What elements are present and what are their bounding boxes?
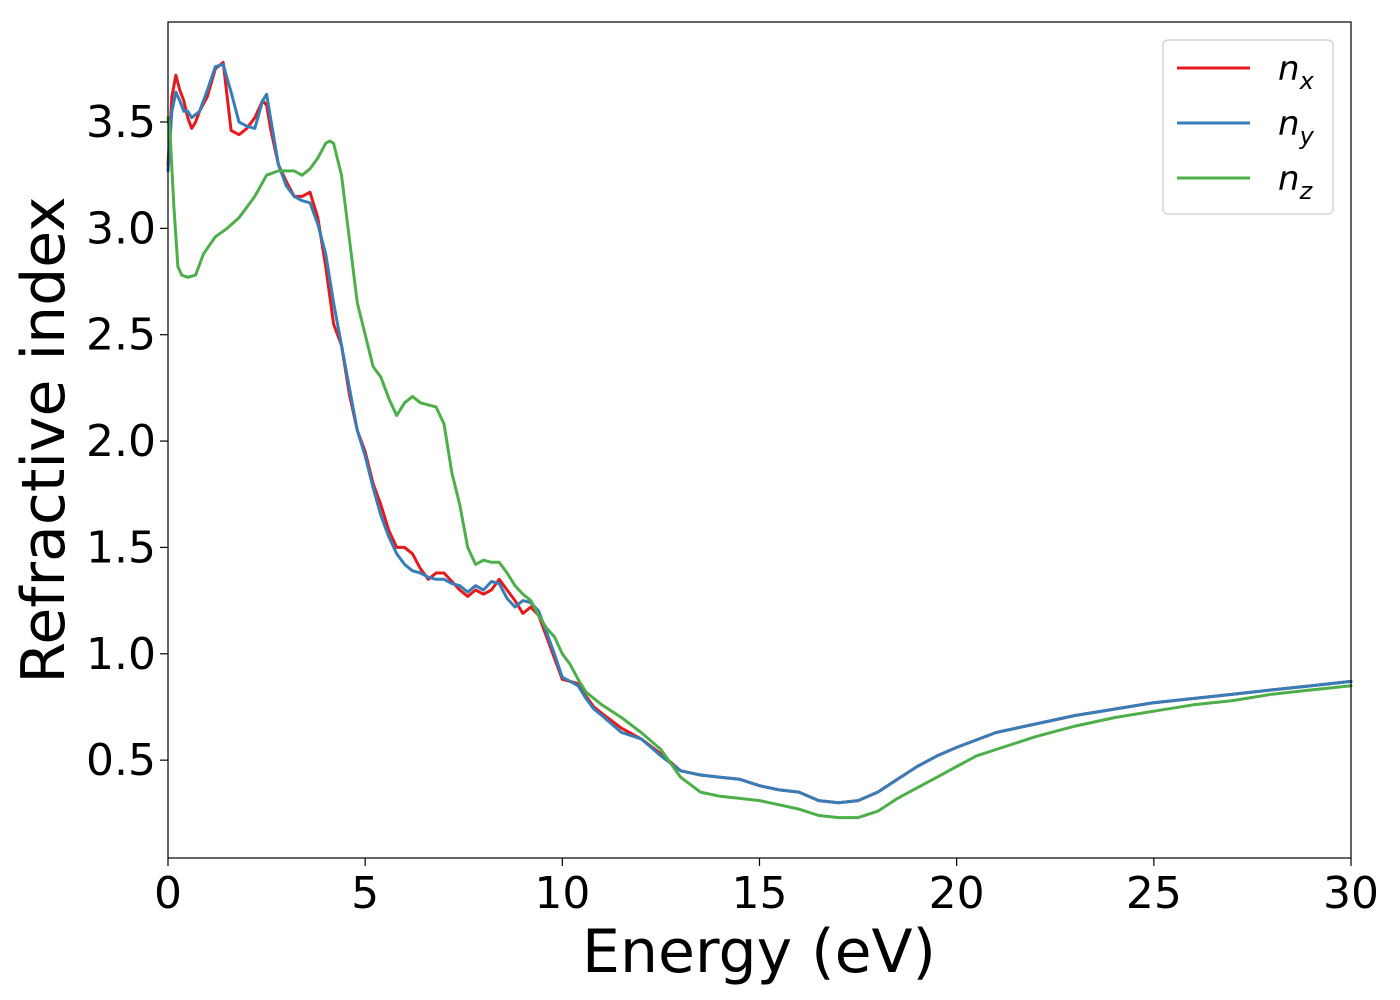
x-tick-label: 5 [351, 868, 379, 919]
legend-label-ny: ny [1278, 104, 1315, 150]
y-tick-label: 0.5 [86, 735, 156, 786]
y-axis-title: Refractive index [9, 196, 79, 683]
y-tick-label: 3.5 [86, 97, 156, 148]
series-line-ny [166, 63, 1353, 805]
x-tick-label: 20 [929, 868, 985, 919]
legend-label-nx: nx [1278, 49, 1315, 95]
x-tick-label: 10 [534, 868, 590, 919]
y-tick-label: 3.0 [86, 203, 156, 254]
legend: nx ny nz [1162, 39, 1334, 215]
y-tick-label: 1.5 [86, 522, 156, 573]
legend-label-nz: nz [1278, 159, 1314, 205]
x-axis-ticks: 0 5 10 15 20 25 30 [154, 858, 1379, 919]
x-tick-label: 30 [1323, 868, 1379, 919]
y-tick-label: 2.0 [86, 416, 156, 467]
x-tick-label: 0 [154, 868, 182, 919]
y-tick-label: 1.0 [86, 629, 156, 680]
x-tick-label: 25 [1126, 868, 1182, 919]
plot-lines [166, 60, 1353, 820]
y-tick-label: 2.5 [86, 310, 156, 361]
y-axis-ticks: 0.5 1.0 1.5 2.0 2.5 3.0 3.5 [86, 97, 168, 786]
series-line-nz [166, 116, 1353, 820]
x-axis-title: Energy (eV) [582, 917, 936, 987]
legend-box [1162, 39, 1334, 215]
x-tick-label: 15 [732, 868, 788, 919]
